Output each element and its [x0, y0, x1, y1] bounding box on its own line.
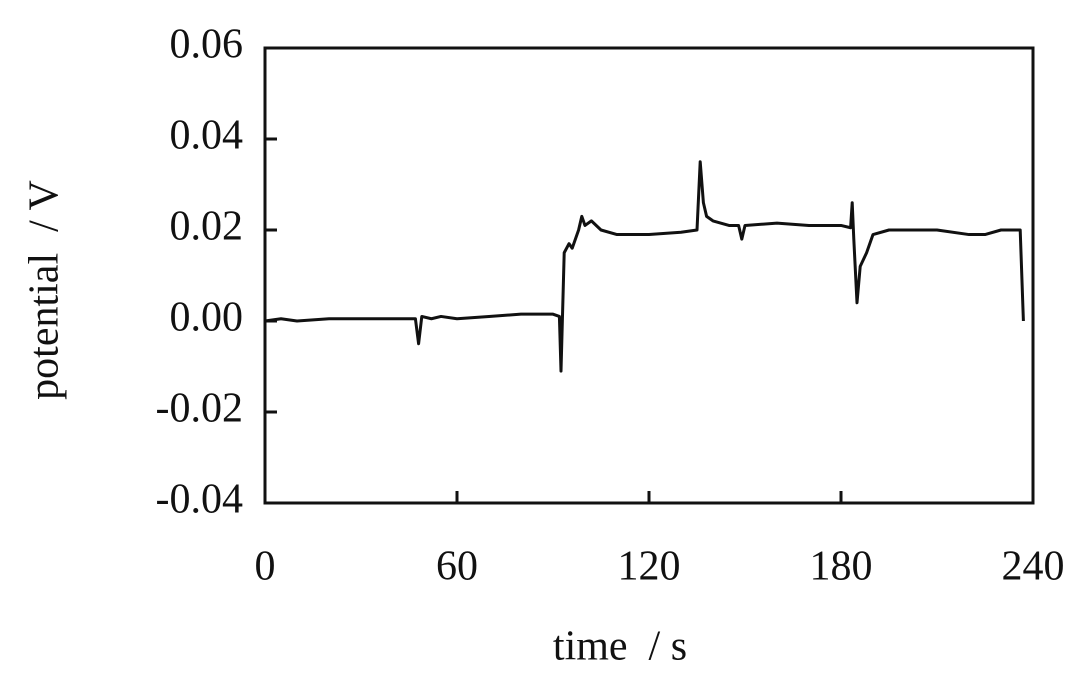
x-tick-label: 60 [436, 544, 478, 590]
y-tick-label: 0.06 [170, 22, 244, 68]
y-tick-label: -0.04 [156, 477, 244, 523]
y-tick-label: 0.04 [170, 113, 244, 159]
x-tick-label: 0 [255, 544, 276, 590]
y-axis-label: potential / V [22, 180, 68, 400]
y-tick-label: 0.02 [170, 204, 244, 250]
x-tick-label: 120 [618, 544, 681, 590]
x-axis-label: time / s [553, 624, 687, 670]
y-tick-label: 0.00 [170, 295, 244, 341]
x-tick-label: 240 [1002, 544, 1065, 590]
x-tick-label: 180 [810, 544, 873, 590]
y-tick-label: -0.02 [156, 386, 244, 432]
data-line [264, 160, 1025, 373]
plot-frame [263, 46, 1035, 505]
